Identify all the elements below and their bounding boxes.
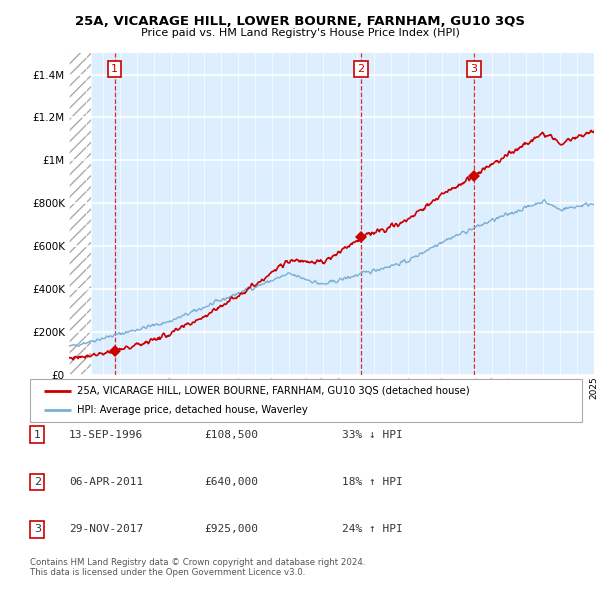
- Text: £640,000: £640,000: [204, 477, 258, 487]
- Text: 18% ↑ HPI: 18% ↑ HPI: [342, 477, 403, 487]
- Text: 29-NOV-2017: 29-NOV-2017: [69, 525, 143, 534]
- Text: 3: 3: [34, 525, 41, 534]
- Text: 1: 1: [111, 64, 118, 74]
- Text: 24% ↑ HPI: 24% ↑ HPI: [342, 525, 403, 534]
- Text: 1: 1: [34, 430, 41, 440]
- Text: 3: 3: [470, 64, 478, 74]
- Text: HPI: Average price, detached house, Waverley: HPI: Average price, detached house, Wave…: [77, 405, 308, 415]
- Text: 2: 2: [34, 477, 41, 487]
- Bar: [69, 53, 91, 375]
- Text: Contains HM Land Registry data © Crown copyright and database right 2024.
This d: Contains HM Land Registry data © Crown c…: [30, 558, 365, 577]
- FancyBboxPatch shape: [30, 379, 582, 422]
- Text: 2: 2: [358, 64, 365, 74]
- Text: 13-SEP-1996: 13-SEP-1996: [69, 430, 143, 440]
- Text: 33% ↓ HPI: 33% ↓ HPI: [342, 430, 403, 440]
- Bar: [69, 53, 91, 375]
- Text: Price paid vs. HM Land Registry's House Price Index (HPI): Price paid vs. HM Land Registry's House …: [140, 28, 460, 38]
- Text: 06-APR-2011: 06-APR-2011: [69, 477, 143, 487]
- Text: £108,500: £108,500: [204, 430, 258, 440]
- Text: £925,000: £925,000: [204, 525, 258, 534]
- Text: 25A, VICARAGE HILL, LOWER BOURNE, FARNHAM, GU10 3QS (detached house): 25A, VICARAGE HILL, LOWER BOURNE, FARNHA…: [77, 386, 470, 396]
- Text: 25A, VICARAGE HILL, LOWER BOURNE, FARNHAM, GU10 3QS: 25A, VICARAGE HILL, LOWER BOURNE, FARNHA…: [75, 15, 525, 28]
